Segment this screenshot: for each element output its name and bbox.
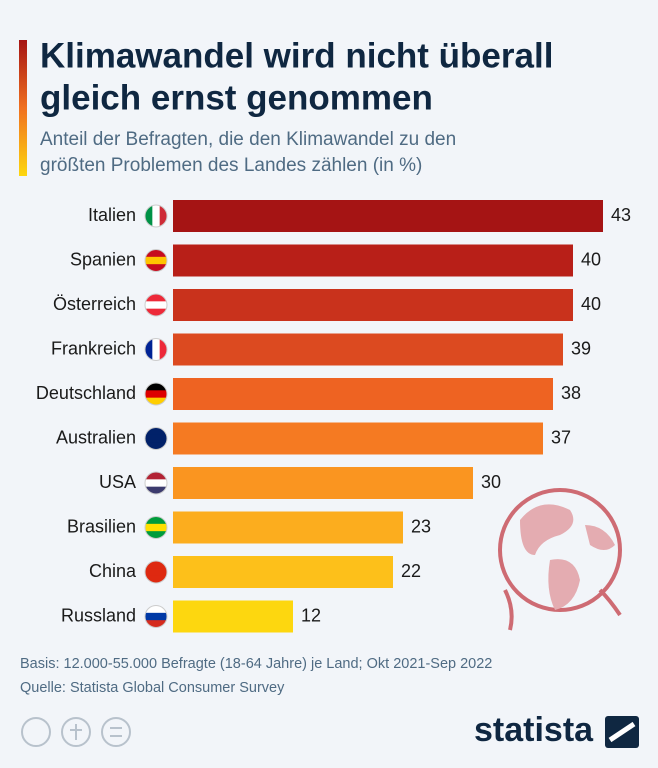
flag-stripe [159,205,167,227]
globe-icon [498,488,622,631]
flag-stripe [145,249,167,258]
flag-stripe [145,434,167,443]
flag-stripe [145,568,167,577]
subtitle: größten Problemen des Landes zählen (in … [40,155,422,176]
bar [173,511,403,544]
category-label: USA [99,472,136,492]
category-label: Italien [88,205,136,225]
flag-border [144,382,168,406]
flag-icon [144,204,168,228]
flag-stripe [159,338,167,361]
flag-border [144,293,168,317]
bar [173,200,603,232]
flag-icon [144,338,168,361]
flag-stripe [145,612,167,621]
bar [173,244,573,277]
flag-stripe [145,383,167,391]
category-label: Russland [61,605,136,625]
bar [173,289,573,321]
flag-stripe [145,561,167,569]
subtitle: Anteil der Befragten, die den Klimawande… [40,129,456,150]
flag-stripe [145,301,167,310]
bar [173,378,553,410]
value-label: 40 [581,294,601,314]
chart-title: gleich ernst genommen [40,78,433,117]
flag-icon [144,382,168,406]
bar [173,333,563,366]
category-label: Spanien [70,249,136,269]
flag-stripe [145,294,167,302]
category-label: Frankreich [51,338,136,358]
flag-stripe [145,338,153,361]
flag-border [144,560,168,584]
value-label: 23 [411,516,431,536]
value-label: 40 [581,249,601,269]
flag-stripe [152,338,161,361]
flag-stripe [145,479,167,488]
brand-logo: statista [474,711,594,749]
category-label: Österreich [53,294,136,314]
flag-stripe [145,531,167,539]
flag-border [144,605,168,628]
flag-icon [144,605,168,628]
flag-stripe [145,605,167,614]
flag-border [144,249,168,272]
flag-icon [144,249,168,272]
flag-stripe [145,472,167,480]
license-icons [21,717,131,747]
bar [173,422,543,455]
value-label: 37 [551,427,571,447]
footer-source: Quelle: Statista Global Consumer Survey [20,680,285,696]
value-label: 12 [301,605,321,625]
category-label: Australien [56,427,136,447]
value-label: 39 [571,338,591,358]
flag-border [144,338,168,361]
flag-icon [144,560,168,584]
flag-border [144,516,168,539]
brand-mark [605,716,639,748]
flag-stripe [145,575,167,583]
value-label: 30 [481,472,501,492]
flag-border [144,204,168,228]
accent-bar [19,40,27,176]
flag-stripe [145,486,167,494]
category-label: Deutschland [36,383,136,403]
bar [173,600,293,633]
value-label: 38 [561,383,581,403]
flag-stripe [152,205,161,227]
footer-note: Basis: 12.000-55.000 Befragte (18-64 Jah… [20,656,492,672]
flag-stripe [145,523,167,532]
value-label: 43 [611,205,631,225]
flag-stripe [145,620,167,628]
category-label: Brasilien [67,516,136,536]
flag-icon [144,471,168,495]
bar [173,467,473,499]
bar [173,556,393,588]
flag-stripe [145,397,167,405]
flag-icon [144,427,168,450]
flag-stripe [145,427,167,436]
flag-stripe [145,264,167,272]
flag-stripe [145,442,167,450]
flag-stripe [145,390,167,399]
flag-stripe [145,256,167,265]
value-label: 22 [401,561,421,581]
flag-stripe [145,516,167,525]
flag-stripe [145,308,167,316]
flag-border [144,427,168,450]
flag-icon [144,516,168,539]
flag-icon [144,293,168,317]
flag-border [144,471,168,495]
category-label: China [89,561,137,581]
chart-title: Klimawandel wird nicht überall [40,36,553,75]
flag-stripe [145,205,153,227]
